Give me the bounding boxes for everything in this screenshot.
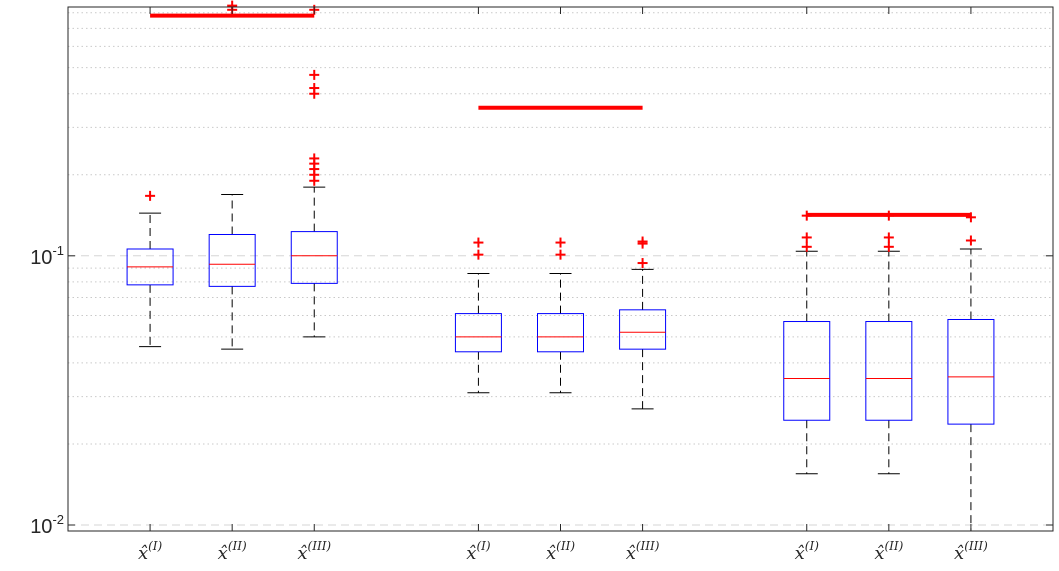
y-tick-label: 10-2 xyxy=(30,512,64,538)
x-tick-label: x̂(II) xyxy=(218,539,247,564)
x-tick-label: x̂(III) xyxy=(626,539,660,564)
outlier-marker xyxy=(309,69,320,80)
x-tick-label: x̂(II) xyxy=(874,539,903,564)
outlier-marker xyxy=(309,153,320,164)
iqr-box xyxy=(865,321,913,421)
outlier-marker xyxy=(801,232,812,243)
x-tick-label: x̂(I) xyxy=(795,539,820,564)
outlier-marker xyxy=(883,210,894,221)
box-group xyxy=(619,236,667,410)
x-tick-label: x̂(I) xyxy=(138,539,163,564)
x-tick-label: x̂(III) xyxy=(954,539,988,564)
outlier-marker xyxy=(801,210,812,221)
outlier-marker xyxy=(883,232,894,243)
outlier-marker xyxy=(801,241,812,252)
grid xyxy=(68,12,1053,526)
outlier-marker xyxy=(637,258,648,269)
outlier-marker xyxy=(473,237,484,248)
x-tick-label: x̂(I) xyxy=(466,539,491,564)
box-group xyxy=(865,210,913,475)
x-tick-label: x̂(III) xyxy=(297,539,331,564)
iqr-box xyxy=(619,309,667,350)
boxes xyxy=(126,0,995,532)
box-group xyxy=(454,237,502,394)
iqr-box xyxy=(290,231,338,284)
box-group xyxy=(126,190,174,348)
ticks: 10-2 10-1 x̂(I) x̂(II) x̂(III) x̂(I) x̂(II) x̂(… xyxy=(30,7,1053,564)
box-group xyxy=(208,0,256,350)
outlier-marker xyxy=(555,237,566,248)
reference-lines xyxy=(150,13,971,217)
iqr-box xyxy=(537,313,584,353)
outlier-marker xyxy=(883,241,894,252)
box-group xyxy=(537,237,584,394)
outlier-marker xyxy=(473,249,484,260)
outlier-marker xyxy=(637,236,648,247)
outlier-marker xyxy=(965,235,976,246)
outlier-marker xyxy=(555,249,566,260)
y-tick-label: 10-1 xyxy=(30,243,64,269)
iqr-box xyxy=(783,321,831,421)
box-group xyxy=(947,212,995,532)
outlier-marker xyxy=(309,83,320,94)
iqr-box xyxy=(947,318,995,425)
iqr-box xyxy=(454,313,502,353)
iqr-box xyxy=(208,233,256,287)
outlier-marker xyxy=(965,212,976,223)
box-group xyxy=(783,210,831,475)
axes-frame xyxy=(67,6,1054,532)
box-group xyxy=(290,4,338,338)
outlier-marker xyxy=(145,190,156,201)
x-tick-label: x̂(II) xyxy=(546,539,575,564)
